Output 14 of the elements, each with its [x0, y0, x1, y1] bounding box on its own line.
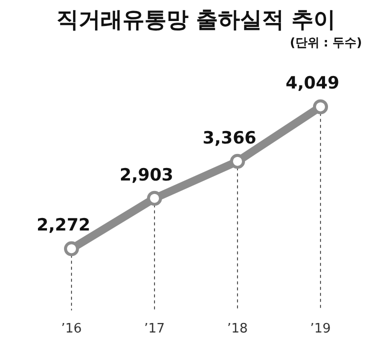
x-tick-label: ’17 — [144, 322, 165, 337]
data-label: 3,366 — [202, 128, 256, 148]
x-tick-label: ’18 — [227, 322, 248, 337]
x-tick-label: ’16 — [61, 322, 82, 337]
chart-subtitle: (단위 : 두수) — [290, 36, 362, 50]
point — [64, 241, 79, 256]
x-tick-label: ’19 — [310, 322, 331, 337]
data-label: 4,049 — [286, 74, 340, 94]
data-label: 2,272 — [36, 216, 90, 236]
point — [313, 99, 328, 114]
point — [147, 190, 162, 206]
data-label: 2,903 — [120, 165, 174, 186]
point — [230, 154, 245, 169]
chart-title: 직거래유통망 출하실적 추이 — [56, 8, 336, 33]
